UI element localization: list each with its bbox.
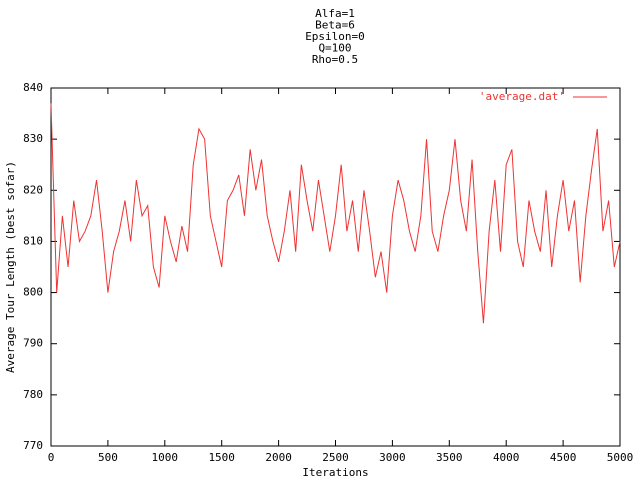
- chart-title: Epsilon=0: [305, 30, 365, 43]
- y-tick-label: 780: [23, 388, 43, 401]
- y-tick-label: 810: [23, 234, 43, 247]
- data-line: [50, 103, 621, 324]
- x-tick-label: 500: [98, 451, 118, 464]
- chart-title: Alfa=1: [315, 7, 355, 20]
- x-tick-label: 2500: [322, 451, 349, 464]
- x-tick-label: 4000: [493, 451, 520, 464]
- x-tick-label: 3000: [379, 451, 406, 464]
- x-tick-label: 1000: [152, 451, 179, 464]
- x-tick-label: 4500: [550, 451, 577, 464]
- legend-label: 'average.dat': [479, 90, 565, 103]
- y-tick-label: 800: [23, 286, 43, 299]
- y-tick-label: 770: [23, 439, 43, 452]
- y-tick-label: 840: [23, 81, 43, 94]
- y-tick-label: 830: [23, 132, 43, 145]
- chart-title: Beta=6: [315, 19, 355, 32]
- x-tick-label: 1500: [208, 451, 235, 464]
- y-axis-label: Average Tour Length (best sofar): [4, 161, 17, 373]
- x-tick-label: 0: [48, 451, 55, 464]
- x-tick-label: 3500: [436, 451, 463, 464]
- chart-title: Q=100: [318, 42, 351, 55]
- chart-title: Rho=0.5: [312, 53, 358, 66]
- x-axis-label: Iterations: [302, 466, 368, 479]
- y-tick-label: 820: [23, 183, 43, 196]
- x-tick-label: 2000: [265, 451, 292, 464]
- x-tick-label: 5000: [607, 451, 634, 464]
- plot-frame: [50, 87, 621, 447]
- y-tick-label: 790: [23, 337, 43, 350]
